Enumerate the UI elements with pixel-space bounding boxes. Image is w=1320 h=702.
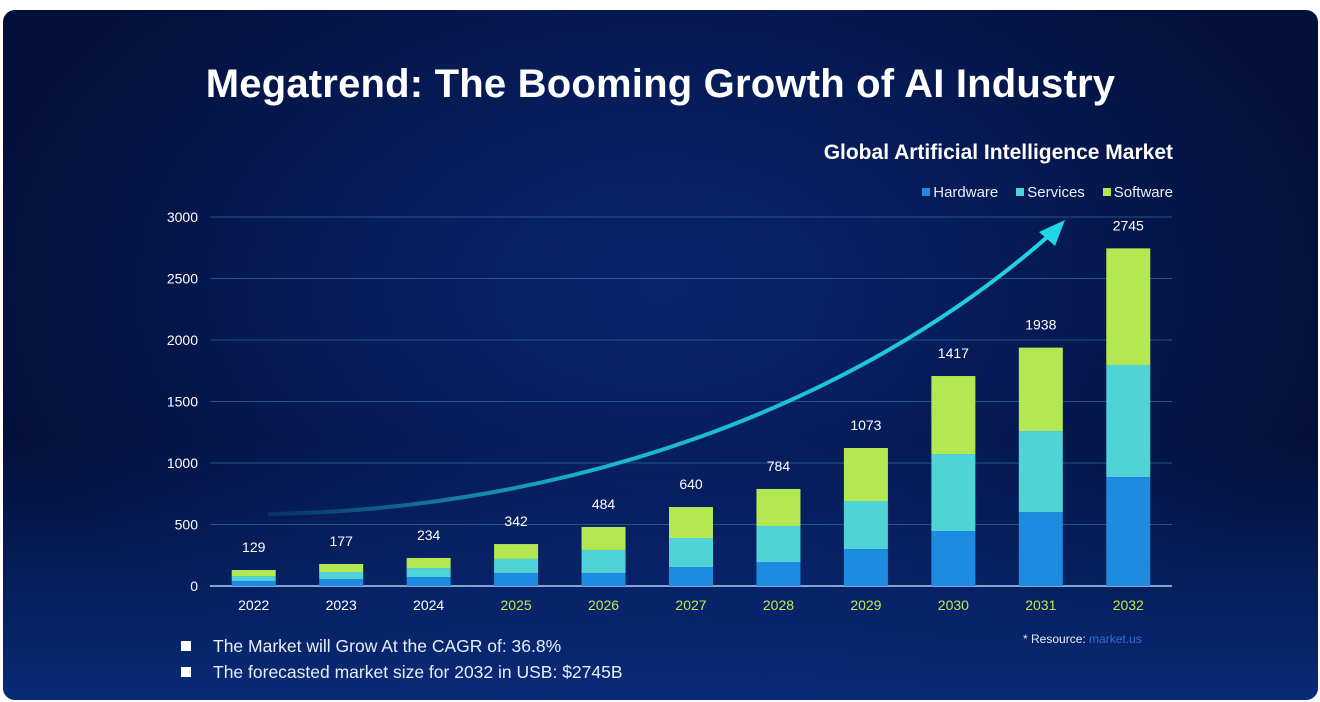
data-label: 129 [242,539,266,555]
bar-segment-services [931,454,976,532]
bar-segment-services [756,525,801,563]
x-tick-label: 2026 [588,597,619,613]
x-tick-label: 2031 [1025,597,1056,613]
data-label: 342 [504,513,528,529]
legend-label: Hardware [933,184,999,201]
bar-segment-services [1018,431,1063,513]
x-tick-label: 2028 [763,597,794,613]
bar-segment-hardware [1106,477,1151,586]
data-label: 784 [767,458,791,474]
bar-segment-software [843,447,888,502]
x-tick-label: 2024 [413,597,444,613]
bar-segment-hardware [494,572,539,586]
y-tick-label: 3000 [167,209,198,225]
x-tick-label: 2027 [675,597,706,613]
y-tick-label: 1500 [167,394,198,410]
bar-segment-services [581,549,626,573]
bar-segment-software [756,488,801,526]
bar-segment-services [494,558,539,573]
bullet-text: The Market will Grow At the CAGR of: 36.… [213,636,562,656]
bar-segment-software [494,544,539,559]
data-label: 1938 [1025,317,1056,333]
y-tick-label: 500 [175,517,199,533]
bar-segment-hardware [319,578,364,586]
bullet-list: The Market will Grow At the CAGR of: 36.… [181,633,623,685]
bar-segment-hardware [669,567,713,586]
slide: Megatrend: The Booming Growth of AI Indu… [3,10,1318,700]
bar-segment-software [231,570,276,577]
x-tick-label: 2023 [326,597,357,613]
y-tick-label: 0 [190,578,198,594]
data-label: 1073 [850,417,881,433]
bullet-item: The Market will Grow At the CAGR of: 36.… [181,633,623,659]
data-label: 640 [679,476,703,492]
data-label: 484 [592,496,616,512]
legend-swatch [922,188,931,196]
data-label: 2745 [1113,217,1144,233]
bar-segment-services [1106,364,1151,478]
bar-segment-hardware [581,572,626,586]
legend-swatch [1102,188,1111,196]
data-label: 1417 [938,345,969,361]
bar-segment-services [406,568,451,578]
y-tick-label: 2000 [167,332,198,348]
bar-segment-hardware [231,580,276,586]
legend-swatch [1016,188,1025,196]
growth-arrow [267,230,1055,516]
chart-title: Global Artificial Intelligence Market [823,141,1173,164]
bullet-text: The forecasted market size for 2032 in U… [213,662,623,682]
resource-link[interactable]: market.us [1089,632,1142,646]
legend-label: Software [1113,184,1173,201]
data-label: 234 [417,527,441,543]
legend-item-hardware: Hardware [922,184,998,201]
bar-segment-services [319,571,364,579]
bullet-square-icon [181,667,191,677]
y-tick-label: 1000 [167,455,198,471]
bar-segment-software [669,507,713,539]
bar-segment-software [1106,248,1151,365]
legend-label: Services [1027,184,1085,201]
data-label: 177 [330,533,354,549]
bar-segment-services [843,501,888,550]
bullet-item: The forecasted market size for 2032 in U… [181,659,623,685]
bullet-square-icon [181,641,191,651]
resource-note: * Resource: market.us [1023,632,1142,646]
bar-segment-software [319,563,364,572]
x-tick-label: 2029 [850,597,881,613]
bar-segment-software [581,526,626,550]
legend-item-software: Software [1102,184,1173,201]
x-tick-label: 2025 [501,597,532,613]
x-tick-label: 2030 [938,597,969,613]
arrow-head-icon [1039,220,1065,246]
bar-segment-software [1018,347,1063,432]
bar-segment-hardware [1018,512,1063,586]
chart-legend: Hardware Services Software [922,184,1173,201]
bar-segment-hardware [756,562,801,586]
bar-segment-hardware [843,549,888,586]
x-tick-label: 2032 [1113,597,1144,613]
y-tick-label: 2500 [167,271,198,287]
bar-chart: 0 500 1000 1500 2000 2500 3000 129 2022 177 2023 23… [167,209,1172,613]
legend-item-services: Services [1016,184,1085,201]
slide-title: Megatrend: The Booming Growth of AI Indu… [205,62,1116,106]
resource-label: * Resource: [1023,632,1086,646]
x-tick-label: 2022 [238,597,269,613]
bar-segment-software [406,557,451,569]
bar-segment-services [669,538,713,568]
bar-segment-hardware [931,531,976,586]
bar-segment-software [931,376,976,455]
bar-segment-hardware [406,577,451,586]
bar-segment-services [231,576,276,581]
